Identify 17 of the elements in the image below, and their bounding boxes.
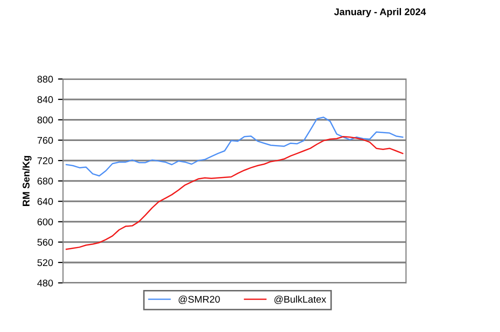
y-tick-label: 680	[38, 178, 53, 185]
y-tick-label: 520	[37, 259, 53, 266]
line-series	[66, 136, 404, 250]
y-tick-label: 840	[37, 96, 53, 104]
line-series	[66, 116, 404, 176]
y-axis-title: RM Sen/Kg	[22, 156, 32, 206]
y-tick-label: 640	[38, 198, 53, 205]
y-tick-label: 600	[38, 218, 53, 226]
chart-title: January - April 2024	[334, 8, 426, 18]
y-tick-label: 720	[38, 157, 53, 164]
legend-label: @BulkLatex	[274, 296, 326, 304]
y-tick-label: 800	[37, 116, 53, 124]
y-tick-label: 480	[37, 280, 53, 286]
y-tick-label: 880	[37, 76, 53, 83]
y-tick-label: 560	[37, 238, 53, 246]
y-tick-label: 760	[38, 136, 53, 144]
legend-label: @SMR20	[178, 296, 220, 304]
